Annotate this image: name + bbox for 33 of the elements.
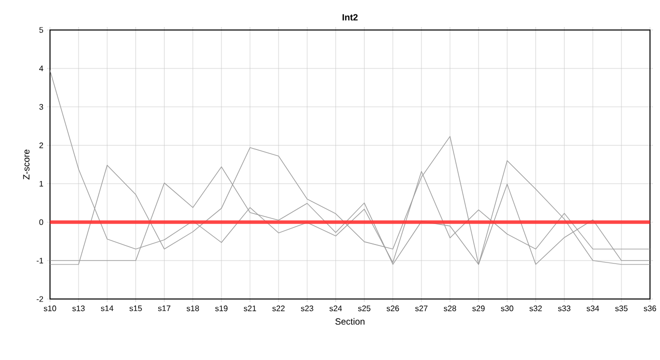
- x-tick-label: s14: [100, 306, 114, 312]
- x-tick-label: s36: [644, 306, 656, 312]
- x-tick-label: s22: [272, 306, 285, 312]
- x-tick-label: s35: [615, 306, 628, 312]
- y-tick-label: 2: [39, 142, 44, 148]
- y-axis-title: Z-score: [23, 150, 30, 180]
- x-tick-label: s34: [586, 306, 600, 312]
- x-tick-label: s26: [386, 306, 399, 312]
- x-tick-label: s29: [472, 306, 485, 312]
- y-tick-label: 3: [39, 104, 44, 110]
- y-tick-label: 0: [39, 219, 44, 225]
- chart-title: Int2: [342, 14, 358, 20]
- x-tick-label: s32: [529, 306, 542, 312]
- x-tick-label: s17: [158, 306, 170, 312]
- x-tick-label: s19: [215, 306, 228, 312]
- y-tick-label: 5: [39, 27, 44, 33]
- x-tick-label: s21: [244, 306, 256, 312]
- y-tick-label: -1: [36, 258, 44, 264]
- x-tick-label: s18: [186, 306, 199, 312]
- x-axis-title: Section: [335, 318, 364, 325]
- y-tick-label: 4: [39, 66, 44, 72]
- y-tick-label: 1: [40, 180, 44, 186]
- x-tick-label: s27: [415, 306, 428, 312]
- x-tick-label: s28: [444, 306, 456, 312]
- x-tick-label: s33: [558, 306, 570, 312]
- x-tick-label: s30: [500, 306, 514, 312]
- x-tick-label: s23: [300, 306, 314, 312]
- x-tick-label: s13: [72, 306, 85, 312]
- x-tick-label: s24: [329, 306, 342, 312]
- x-tick-label: s25: [358, 306, 370, 312]
- x-tick-label: s10: [44, 306, 56, 312]
- y-tick-label: -2: [36, 296, 44, 302]
- x-tick-label: s15: [129, 306, 142, 312]
